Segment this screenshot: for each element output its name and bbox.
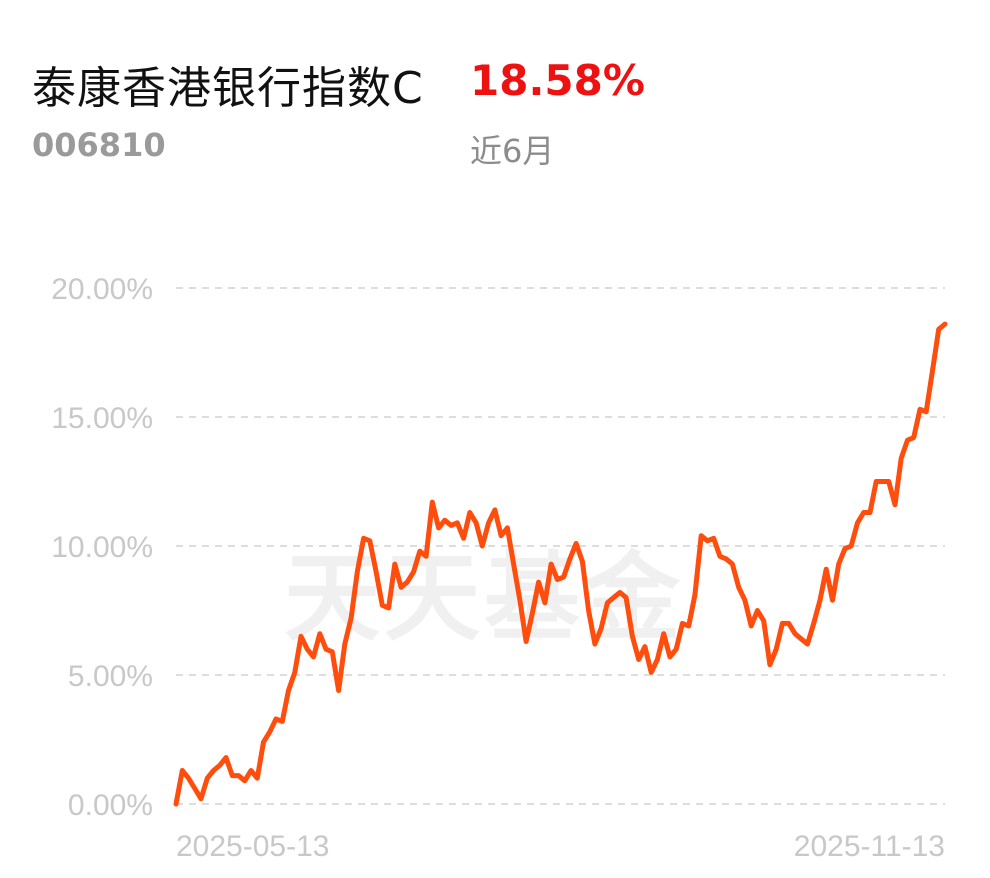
x-tick-label: 2025-11-13 <box>794 830 945 863</box>
y-axis-ticks: 0.00% 5.00% 10.00% 15.00% 20.00% <box>51 273 153 822</box>
y-tick-label: 20.00% <box>51 273 153 306</box>
series-line <box>173 321 948 807</box>
period-label: 近6月 <box>470 132 555 170</box>
fund-name: 泰康香港银行指数C <box>32 63 424 114</box>
x-tick-label: 2025-05-13 <box>176 830 329 863</box>
gridlines <box>176 287 945 805</box>
y-tick-label: 15.00% <box>51 402 153 435</box>
y-tick-label: 0.00% <box>68 789 153 822</box>
fund-code: 006810 <box>32 126 166 164</box>
y-tick-label: 10.00% <box>51 531 153 564</box>
x-axis-ticks: 2025-05-13 2025-11-13 <box>176 830 945 863</box>
fund-return-value: 18.58% <box>470 56 645 105</box>
y-tick-label: 5.00% <box>68 660 153 693</box>
